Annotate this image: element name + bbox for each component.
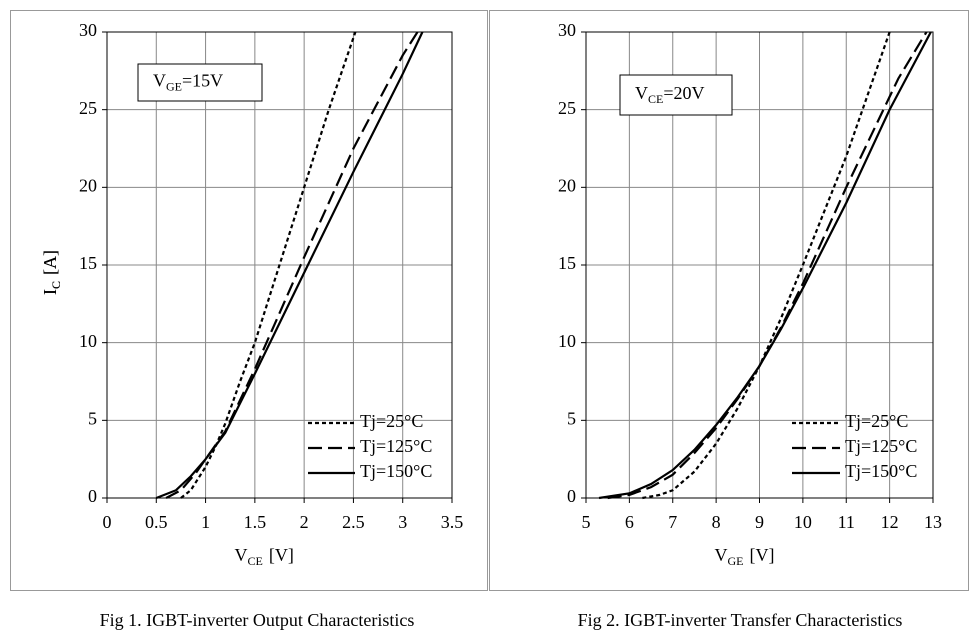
y-axis-label-main: I: [40, 289, 60, 295]
y-tick-label: 10: [558, 331, 576, 351]
y-tick-label: 0: [567, 486, 576, 506]
annotation-main: V: [153, 71, 166, 91]
series-line: [180, 31, 357, 499]
panel-frame: [10, 10, 488, 591]
x-tick-label: 5: [582, 512, 591, 532]
caption: Fig 1. IGBT-inverter Output Characterist…: [100, 610, 415, 630]
y-axis-label-sub: C: [49, 281, 63, 289]
x-tick-label: 2.5: [342, 512, 365, 532]
annotation-sub: CE: [648, 92, 663, 106]
x-axis-label-rest: [V]: [269, 545, 294, 565]
plot-frame: [585, 31, 934, 499]
y-axis-label-main: I: [40, 289, 60, 295]
y-axis-label: IC [A]: [40, 250, 63, 295]
y-tick-label: 25: [79, 98, 97, 118]
y-axis-label-sub: C: [49, 281, 63, 289]
x-axis-label-sub: GE: [728, 554, 744, 568]
x-tick-label: 6: [625, 512, 634, 532]
x-tick-label: 2: [300, 512, 309, 532]
x-tick-label: 1: [201, 512, 210, 532]
x-tick-label: 9: [755, 512, 764, 532]
y-tick-label: 20: [79, 175, 97, 195]
y-tick-label: 30: [79, 20, 97, 40]
x-tick-label: 0.5: [145, 512, 168, 532]
x-tick-label: 10: [794, 512, 812, 532]
series-line: [155, 31, 424, 500]
x-tick-label: 7: [668, 512, 677, 532]
series-line: [598, 31, 932, 500]
x-tick-label: 3.5: [441, 512, 464, 532]
annotation-sub: GE: [166, 79, 182, 93]
annotation-rest: =20V: [663, 83, 704, 103]
y-axis-label: IC [A]: [40, 250, 63, 295]
legend-label: Tj=125°C: [360, 436, 432, 456]
legend-label: Tj=125°C: [845, 436, 917, 456]
x-tick-label: 0: [103, 512, 112, 532]
y-tick-label: 0: [88, 486, 97, 506]
x-axis-label-rest: [V]: [750, 545, 775, 565]
y-tick-label: 15: [79, 253, 97, 273]
y-tick-label: 5: [88, 408, 97, 428]
legend-label: Tj=150°C: [845, 461, 917, 481]
x-axis-label: VCE [V]: [235, 545, 294, 568]
annotation: VGE=15V: [153, 71, 223, 94]
y-tick-label: 10: [79, 331, 97, 351]
y-tick-label: 30: [558, 20, 576, 40]
x-tick-label: 8: [712, 512, 721, 532]
x-tick-label: 13: [924, 512, 942, 532]
y-tick-label: 5: [567, 408, 576, 428]
panel-frame: [489, 10, 969, 591]
x-tick-label: 12: [881, 512, 899, 532]
x-tick-label: 3: [398, 512, 407, 532]
y-axis-label-rest: [A]: [40, 250, 60, 275]
y-tick-label: 15: [558, 253, 576, 273]
x-axis-label-main: V: [715, 545, 728, 565]
annotation: VCE=20V: [635, 83, 705, 106]
legend-label: Tj=25°C: [845, 411, 908, 431]
caption: Fig 2. IGBT-inverter Transfer Characteri…: [578, 610, 903, 630]
annotation-box: [137, 63, 263, 102]
x-axis-label: VGE [V]: [715, 545, 775, 568]
y-tick-label: 20: [558, 175, 576, 195]
x-axis-label-main: V: [235, 545, 248, 565]
series-line: [165, 31, 419, 499]
x-tick-label: 11: [838, 512, 855, 532]
annotation-main: V: [635, 83, 648, 103]
x-tick-label: 1.5: [244, 512, 267, 532]
y-tick-label: 25: [558, 98, 576, 118]
annotation-rest: =15V: [182, 71, 223, 91]
plot-frame: [106, 31, 453, 499]
x-axis-label-sub: CE: [248, 554, 263, 568]
annotation-box: [619, 74, 733, 116]
legend-label: Tj=150°C: [360, 461, 432, 481]
y-axis-label-rest: [A]: [40, 250, 60, 275]
legend-label: Tj=25°C: [360, 411, 423, 431]
